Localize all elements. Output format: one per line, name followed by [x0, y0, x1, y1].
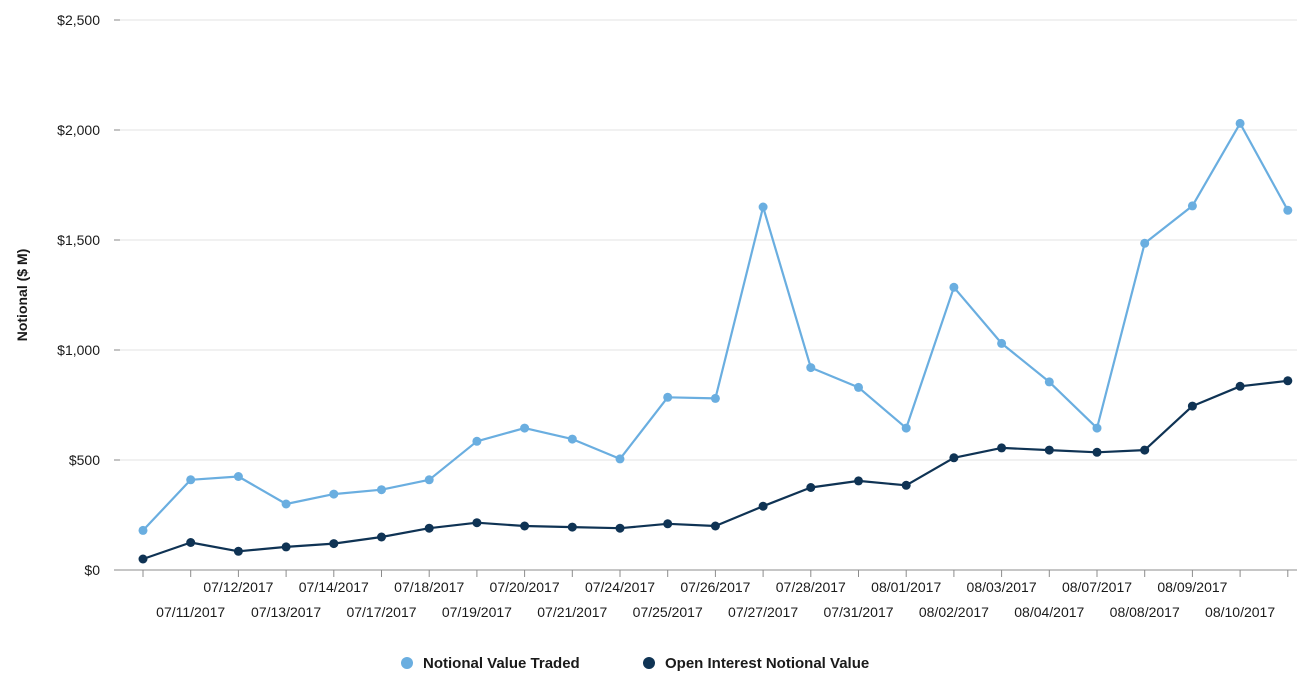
data-point[interactable]: [615, 523, 625, 533]
data-point[interactable]: [1140, 238, 1150, 248]
x-tick-label: 08/08/2017: [1110, 604, 1180, 620]
x-tick-label: 07/12/2017: [203, 579, 273, 595]
data-point[interactable]: [424, 523, 434, 533]
data-point[interactable]: [281, 499, 291, 509]
x-tick-label: 08/01/2017: [871, 579, 941, 595]
legend-label: Open Interest Notional Value: [665, 655, 869, 672]
x-tick-label: 08/10/2017: [1205, 604, 1275, 620]
data-point[interactable]: [901, 423, 911, 433]
x-tick-label: 07/11/2017: [156, 604, 225, 620]
data-point[interactable]: [1283, 205, 1293, 215]
series-layer: [138, 118, 1293, 564]
data-point[interactable]: [1092, 447, 1102, 457]
data-point[interactable]: [758, 202, 768, 212]
legend-item[interactable]: Open Interest Notional Value: [643, 655, 869, 672]
data-point[interactable]: [997, 443, 1007, 453]
data-point[interactable]: [806, 363, 816, 373]
x-tick-label: 08/02/2017: [919, 604, 989, 620]
data-point[interactable]: [758, 501, 768, 511]
x-axis: 07/11/2017 07/12/2017 07/13/2017 07/14/2017…: [120, 569, 1297, 620]
x-tick-label: 07/25/2017: [633, 604, 703, 620]
y-axis-title: Notional ($ M): [14, 249, 30, 342]
x-tick-label: 07/20/2017: [490, 579, 560, 595]
x-tick-label: 07/26/2017: [680, 579, 750, 595]
x-tick-label: 07/17/2017: [346, 604, 416, 620]
x-tick-label: 07/31/2017: [823, 604, 893, 620]
legend-label: Notional Value Traded: [423, 655, 580, 672]
data-point[interactable]: [567, 434, 577, 444]
x-tick-label: 07/28/2017: [776, 579, 846, 595]
data-point[interactable]: [377, 532, 386, 542]
data-point[interactable]: [854, 476, 863, 486]
gridlines: [120, 19, 1297, 461]
series-open-interest-notional-value: [138, 376, 1293, 564]
data-point[interactable]: [138, 554, 148, 564]
y-tick-label: $1,500: [57, 232, 100, 248]
data-point[interactable]: [1092, 423, 1102, 433]
data-point[interactable]: [663, 392, 673, 402]
x-tick-label: 08/09/2017: [1157, 579, 1227, 595]
x-tick-label: 07/13/2017: [251, 604, 321, 620]
data-point[interactable]: [1140, 445, 1150, 455]
data-point[interactable]: [1044, 377, 1054, 387]
x-tick-label: 07/27/2017: [728, 604, 798, 620]
data-point[interactable]: [663, 519, 673, 529]
legend-marker: [401, 657, 413, 669]
data-point[interactable]: [233, 546, 243, 556]
legend[interactable]: Notional Value Traded Open Interest Notio…: [401, 655, 869, 672]
data-point[interactable]: [329, 489, 339, 499]
data-point[interactable]: [1044, 445, 1054, 455]
legend-marker: [643, 657, 655, 669]
legend-item[interactable]: Notional Value Traded: [401, 655, 580, 672]
x-tick-label: 08/07/2017: [1062, 579, 1132, 595]
y-tick-label: $2,500: [57, 12, 100, 28]
y-tick-label: $2,000: [57, 122, 100, 138]
y-tick-label: $1,000: [57, 342, 100, 358]
data-point[interactable]: [997, 338, 1007, 348]
data-point[interactable]: [138, 525, 148, 535]
series-line: [142, 379, 1288, 561]
x-tick-label: 08/04/2017: [1014, 604, 1084, 620]
data-point[interactable]: [1235, 381, 1245, 391]
x-tick-label: 07/24/2017: [585, 579, 655, 595]
data-point[interactable]: [710, 521, 720, 531]
data-point[interactable]: [1283, 376, 1293, 386]
series-line: [142, 122, 1289, 532]
x-tick-label: 07/19/2017: [442, 604, 512, 620]
x-tick-label: 08/03/2017: [967, 579, 1037, 595]
data-point[interactable]: [472, 436, 482, 446]
data-point[interactable]: [281, 542, 291, 552]
data-point[interactable]: [1235, 118, 1245, 128]
series-notional-value-traded: [138, 118, 1293, 535]
x-tick-label: 07/21/2017: [537, 604, 607, 620]
data-point[interactable]: [615, 454, 625, 464]
data-point[interactable]: [186, 538, 196, 547]
data-point[interactable]: [520, 521, 530, 531]
data-point[interactable]: [1187, 401, 1197, 411]
data-point[interactable]: [520, 423, 530, 433]
y-axis: $0 $500 $1,000 $1,500 $2,000 $2,500: [57, 12, 120, 578]
data-point[interactable]: [1187, 201, 1197, 211]
data-point[interactable]: [949, 282, 959, 292]
x-tick-label: 07/14/2017: [299, 579, 369, 595]
data-point[interactable]: [186, 475, 196, 485]
y-tick-label: $500: [69, 452, 100, 468]
data-point[interactable]: [329, 539, 339, 549]
data-point[interactable]: [854, 382, 863, 392]
data-point[interactable]: [233, 472, 243, 481]
data-point[interactable]: [710, 393, 720, 403]
data-point[interactable]: [949, 453, 959, 463]
data-point[interactable]: [806, 483, 816, 492]
y-tick-label: $0: [84, 562, 100, 578]
data-point[interactable]: [472, 518, 482, 528]
data-point[interactable]: [901, 480, 911, 490]
data-point[interactable]: [377, 485, 386, 495]
data-point[interactable]: [567, 522, 577, 532]
data-point[interactable]: [424, 475, 434, 485]
x-tick-label: 07/18/2017: [394, 579, 464, 595]
